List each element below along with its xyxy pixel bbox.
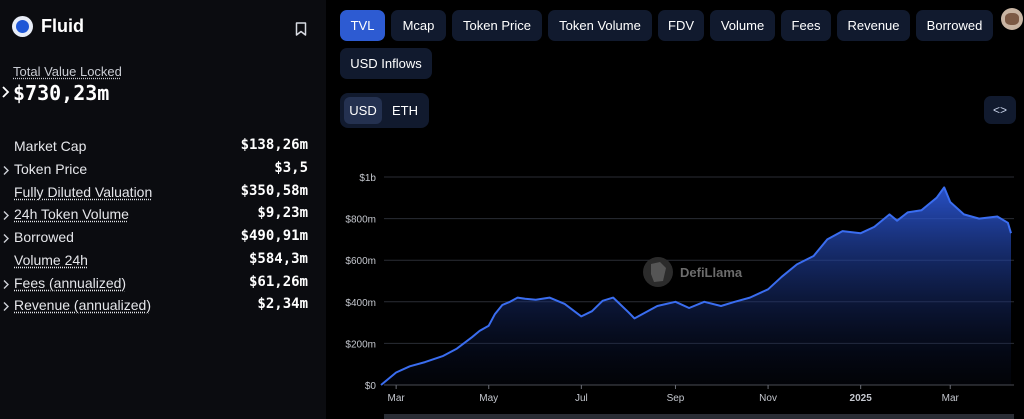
tvl-label[interactable]: Total Value Locked [13, 64, 122, 79]
metric-value: $138,26m [240, 137, 308, 153]
chart-range-slider[interactable] [384, 414, 1014, 419]
protocol-name: Fluid [41, 16, 84, 36]
tvl-line [380, 186, 1012, 386]
metrics-list: Market Cap $138,26m Token Price $3,5 Ful… [0, 136, 326, 318]
metric-token-volume[interactable]: 24h Token Volume $9,23m [0, 204, 326, 227]
tab-revenue[interactable]: Revenue [837, 10, 910, 41]
chevron-right-icon[interactable] [1, 85, 11, 99]
embed-code-button[interactable]: <> [984, 96, 1016, 124]
metric-market-cap: Market Cap $138,26m [0, 136, 326, 159]
metric-value: $9,23m [257, 205, 308, 222]
x-tick-label: Jul [575, 393, 588, 404]
user-avatar[interactable] [1001, 8, 1023, 30]
tab-borrowed[interactable]: Borrowed [916, 10, 993, 41]
metric-borrowed[interactable]: Borrowed $490,91m [0, 227, 326, 250]
chevron-right-icon[interactable] [2, 233, 10, 244]
metric-value: $490,91m [240, 228, 308, 244]
metric-token-price[interactable]: Token Price $3,5 [0, 159, 326, 182]
watermark-text: DefiLlama [680, 265, 743, 280]
tab-usd-inflows[interactable]: USD Inflows [340, 48, 432, 79]
tvl-area [381, 187, 1011, 385]
metric-value: $350,58m [240, 182, 308, 199]
currency-eth-button[interactable]: ETH [392, 103, 418, 118]
watermark: DefiLlama [643, 257, 743, 287]
metric-label[interactable]: Revenue (annualized) [14, 297, 151, 314]
chevron-right-icon[interactable] [2, 210, 10, 221]
metric-label: Token Price [14, 160, 88, 177]
metric-value: $2,34m [257, 296, 308, 313]
tab-fees[interactable]: Fees [781, 10, 831, 41]
metric-label: Market Cap [14, 138, 87, 154]
tab-tvl[interactable]: TVL [340, 10, 385, 41]
metric-fees[interactable]: Fees (annualized) $61,26m [0, 273, 326, 296]
tab-mcap[interactable]: Mcap [391, 10, 446, 41]
fluid-logo-icon [12, 16, 33, 37]
metric-label[interactable]: Fully Diluted Valuation [14, 183, 153, 200]
metric-label[interactable]: Fees (annualized) [14, 274, 127, 291]
protocol-sidebar: Fluid Total Value Locked $730,23m Market… [0, 0, 326, 419]
tab-token-volume[interactable]: Token Volume [548, 10, 652, 41]
metric-fdv: Fully Diluted Valuation $350,58m [0, 182, 326, 205]
x-tick-label: May [479, 393, 498, 404]
x-tick-label: Mar [388, 393, 406, 404]
tvl-value: $730,23m [13, 81, 110, 105]
y-tick-label: $600m [345, 256, 376, 267]
x-tick-label: 2025 [850, 393, 873, 404]
metric-revenue[interactable]: Revenue (annualized) $2,34m [0, 295, 326, 318]
metric-value: $584,3m [248, 250, 308, 267]
x-tick-label: Sep [667, 393, 685, 404]
y-tick-label: $1b [359, 173, 376, 184]
chevron-right-icon[interactable] [2, 279, 10, 290]
y-tick-label: $400m [345, 298, 376, 309]
y-tick-label: $200m [345, 339, 376, 350]
bookmark-icon[interactable] [295, 22, 307, 36]
y-tick-label: $0 [365, 381, 377, 392]
chevron-right-icon[interactable] [2, 301, 10, 312]
x-tick-label: Mar [942, 393, 960, 404]
currency-usd-button[interactable]: USD [344, 97, 382, 124]
metric-label[interactable]: Volume 24h [14, 251, 88, 268]
metric-label: Borrowed [14, 229, 74, 245]
tab-token-price[interactable]: Token Price [452, 10, 542, 41]
currency-toggle: USD ETH [340, 93, 429, 128]
metric-value: $61,26m [248, 273, 308, 290]
protocol-header: Fluid [12, 16, 84, 37]
metric-value: $3,5 [274, 159, 308, 176]
x-tick-label: Nov [759, 393, 777, 404]
tab-fdv[interactable]: FDV [658, 10, 704, 41]
chevron-right-icon[interactable] [2, 165, 10, 176]
y-tick-label: $800m [345, 215, 376, 226]
tvl-chart[interactable]: $0 $200m $400m $600m $800m $1b DefiLlama Mar M… [330, 150, 1024, 419]
metric-label[interactable]: 24h Token Volume [14, 206, 129, 223]
tab-volume[interactable]: Volume [710, 10, 775, 41]
metric-volume-24h: Volume 24h $584,3m [0, 250, 326, 273]
